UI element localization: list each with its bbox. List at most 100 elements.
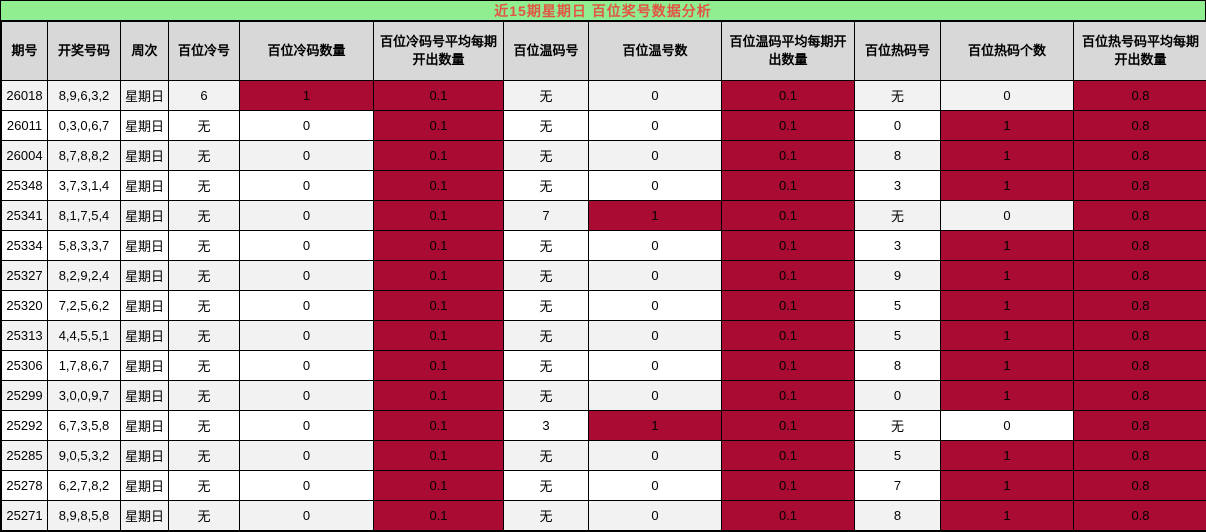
cell: 7 bbox=[503, 200, 589, 231]
cell: 0.8 bbox=[1073, 470, 1206, 501]
cell: 1 bbox=[940, 320, 1074, 351]
table-row-25292: 25292 6,7,3,5,8 星期日无 0 0.1 3 1 0.1 无 0 0.8 bbox=[1, 410, 1206, 441]
analysis-table: 期号 开奖号码 周次 百位冷号 百位冷码数量 百位冷码号平均每期开出数量 百位温码号 百位温号… bbox=[1, 21, 1206, 531]
cell: 5 bbox=[854, 290, 941, 321]
table-row-25341: 25341 8,1,7,5,4 星期日无 0 0.1 7 1 0.1 无 0 0.8 bbox=[1, 200, 1206, 231]
cell: 25341 bbox=[1, 200, 48, 231]
cell: 0.1 bbox=[373, 350, 504, 381]
cell: 0,3,0,6,7 bbox=[47, 110, 121, 141]
cell: 0 bbox=[239, 500, 374, 531]
cell: 0 bbox=[239, 470, 374, 501]
cell: 无 bbox=[168, 380, 240, 411]
report-title: 近15期星期日 百位奖号数据分析 bbox=[1, 1, 1205, 21]
cell: 星期日 bbox=[120, 80, 169, 111]
cell: 1 bbox=[940, 140, 1074, 171]
cell: 0 bbox=[588, 230, 722, 261]
cell: 0.8 bbox=[1073, 230, 1206, 261]
cell: 25334 bbox=[1, 230, 48, 261]
cell: 0 bbox=[239, 260, 374, 291]
cell: 1 bbox=[239, 80, 374, 111]
cell: 8,9,6,3,2 bbox=[47, 80, 121, 111]
cell: 0 bbox=[854, 110, 941, 141]
cell: 1 bbox=[588, 410, 722, 441]
cell: 25313 bbox=[1, 320, 48, 351]
cell: 0 bbox=[588, 320, 722, 351]
cell: 0 bbox=[588, 80, 722, 111]
column-header-3: 百位冷号 bbox=[168, 21, 240, 81]
cell: 0.8 bbox=[1073, 320, 1206, 351]
column-header-5: 百位冷码号平均每期开出数量 bbox=[373, 21, 504, 81]
cell: 0.1 bbox=[721, 170, 855, 201]
cell: 无 bbox=[503, 170, 589, 201]
cell: 0.1 bbox=[721, 410, 855, 441]
cell: 0.1 bbox=[373, 320, 504, 351]
cell: 1 bbox=[940, 170, 1074, 201]
cell: 1 bbox=[940, 380, 1074, 411]
cell: 26004 bbox=[1, 140, 48, 171]
cell: 0 bbox=[588, 110, 722, 141]
cell: 25278 bbox=[1, 470, 48, 501]
cell: 无 bbox=[503, 440, 589, 471]
cell: 星期日 bbox=[120, 470, 169, 501]
cell: 星期日 bbox=[120, 440, 169, 471]
cell: 5 bbox=[854, 440, 941, 471]
table-row-26011: 26011 0,3,0,6,7 星期日无 0 0.1 无 0 0.1 0 1 0.8 bbox=[1, 110, 1206, 141]
cell: 1 bbox=[940, 260, 1074, 291]
cell: 1,7,8,6,7 bbox=[47, 350, 121, 381]
cell: 0 bbox=[239, 110, 374, 141]
table-row-25278: 25278 6,2,7,8,2 星期日无 0 0.1 无 0 0.1 7 1 0.8 bbox=[1, 470, 1206, 501]
cell: 0.8 bbox=[1073, 290, 1206, 321]
cell: 25299 bbox=[1, 380, 48, 411]
cell: 0 bbox=[239, 440, 374, 471]
column-header-10: 百位热码个数 bbox=[940, 21, 1074, 81]
cell: 0.8 bbox=[1073, 80, 1206, 111]
cell: 8,1,7,5,4 bbox=[47, 200, 121, 231]
cell: 无 bbox=[168, 470, 240, 501]
cell: 0.8 bbox=[1073, 110, 1206, 141]
cell: 0.1 bbox=[373, 470, 504, 501]
table-row-25285: 25285 9,0,5,3,2 星期日无 0 0.1 无 0 0.1 5 1 0.8 bbox=[1, 440, 1206, 471]
cell: 25327 bbox=[1, 260, 48, 291]
column-header-1: 开奖号码 bbox=[47, 21, 121, 81]
cell: 0.1 bbox=[721, 200, 855, 231]
column-header-0: 期号 bbox=[1, 21, 48, 81]
cell: 0 bbox=[588, 170, 722, 201]
column-header-7: 百位温号数 bbox=[588, 21, 722, 81]
cell: 7,2,5,6,2 bbox=[47, 290, 121, 321]
cell: 无 bbox=[854, 200, 941, 231]
cell: 1 bbox=[940, 440, 1074, 471]
cell: 无 bbox=[503, 380, 589, 411]
cell: 0 bbox=[588, 470, 722, 501]
cell: 星期日 bbox=[120, 260, 169, 291]
cell: 0.8 bbox=[1073, 260, 1206, 291]
cell: 无 bbox=[168, 260, 240, 291]
cell: 0.8 bbox=[1073, 200, 1206, 231]
cell: 0 bbox=[588, 140, 722, 171]
cell: 0 bbox=[239, 380, 374, 411]
cell: 0.8 bbox=[1073, 500, 1206, 531]
table-row-25327: 25327 8,2,9,2,4 星期日无 0 0.1 无 0 0.1 9 1 0.8 bbox=[1, 260, 1206, 291]
table-row-25313: 25313 4,4,5,5,1 星期日无 0 0.1 无 0 0.1 5 1 0.8 bbox=[1, 320, 1206, 351]
table-row-26018: 26018 8,9,6,3,2 星期日 6 1 0.1 无 0 0.1 无 0 0.8 bbox=[1, 80, 1206, 111]
cell: 8 bbox=[854, 500, 941, 531]
cell: 星期日 bbox=[120, 500, 169, 531]
cell: 0.8 bbox=[1073, 350, 1206, 381]
cell: 8 bbox=[854, 350, 941, 381]
cell: 0 bbox=[588, 440, 722, 471]
cell: 3 bbox=[503, 410, 589, 441]
cell: 0.1 bbox=[721, 350, 855, 381]
cell: 0 bbox=[940, 80, 1074, 111]
cell: 星期日 bbox=[120, 350, 169, 381]
cell: 0.1 bbox=[373, 410, 504, 441]
cell: 0.1 bbox=[373, 140, 504, 171]
cell: 9 bbox=[854, 260, 941, 291]
cell: 无 bbox=[503, 260, 589, 291]
cell: 星期日 bbox=[120, 290, 169, 321]
cell: 无 bbox=[854, 410, 941, 441]
table-row-25334: 25334 5,8,3,3,7 星期日无 0 0.1 无 0 0.1 3 1 0.8 bbox=[1, 230, 1206, 261]
cell: 0.1 bbox=[373, 200, 504, 231]
cell: 0 bbox=[239, 230, 374, 261]
cell: 0.8 bbox=[1073, 410, 1206, 441]
cell: 无 bbox=[168, 140, 240, 171]
